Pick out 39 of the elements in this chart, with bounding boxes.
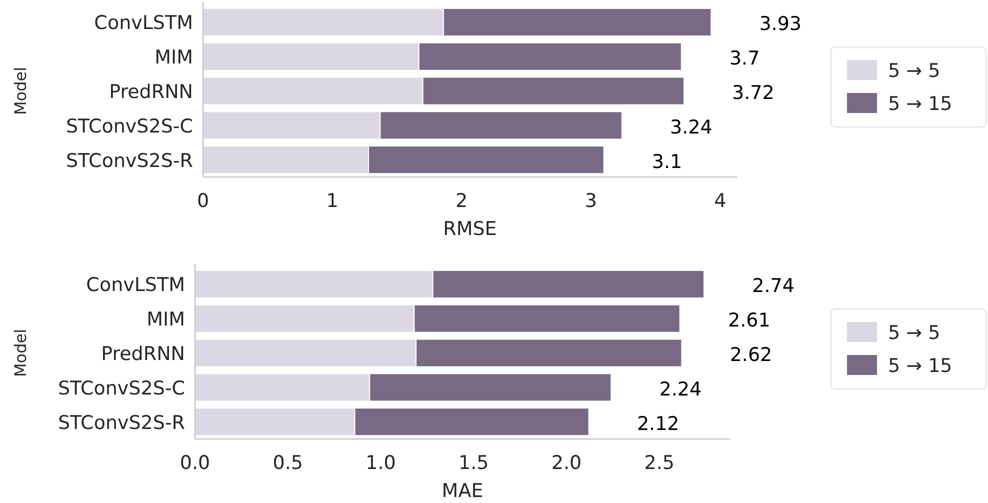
y-tick-label: PredRNN [109, 81, 193, 103]
total-label: 2.62 [730, 344, 772, 366]
total-label: 2.12 [636, 412, 680, 435]
y-axis-title: Model [11, 66, 30, 116]
y-tick-label: ConvLSTM [86, 274, 185, 296]
total-label: 3.1 [652, 150, 682, 173]
x-tick-label: 3 [584, 190, 597, 212]
total-label: 3.72 [732, 82, 774, 104]
y-tick-label: STConvS2S-C [58, 377, 185, 400]
x-tick-label: 0 [196, 190, 210, 212]
legend-label: 5 → 5 [888, 322, 940, 344]
x-tick-label: 2 [456, 190, 468, 212]
text: 5 → 15 [888, 355, 952, 377]
x-tick-label: 0.5 [272, 452, 303, 474]
text: 5 → 15 [888, 93, 952, 115]
total-label: 2.74 [752, 275, 794, 298]
y-tick-label: PredRNN [101, 343, 185, 365]
y-tick-label: STConvS2S-R [58, 412, 185, 434]
x-tick-label: 4 [714, 190, 726, 212]
legend-label: 5 → 5 [888, 60, 940, 82]
y-axis-title: Model [11, 328, 30, 378]
y-tick-label: MIM [154, 46, 193, 69]
y-tick-label: STConvS2S-R [66, 150, 193, 172]
total-label: 2.61 [728, 310, 770, 332]
total-label: 3.24 [670, 116, 712, 138]
total-label: 3.7 [729, 48, 760, 70]
x-axis-title: MAE [442, 480, 484, 502]
x-tick-label: 2.0 [551, 452, 582, 474]
x-axis-title: RMSE [443, 218, 497, 240]
x-tick-label: 1.0 [366, 452, 396, 474]
x-tick-label: 1.5 [458, 452, 489, 474]
x-tick-label: 1 [326, 190, 338, 212]
total-label: 2.24 [659, 378, 702, 400]
y-tick-label: ConvLSTM [94, 12, 193, 34]
y-tick-label: MIM [146, 308, 185, 331]
y-tick-label: STConvS2S-C [66, 115, 193, 138]
x-tick-label: 2.5 [644, 452, 675, 474]
x-tick-label: 0.0 [180, 452, 210, 474]
total-label: 3.93 [759, 13, 802, 36]
